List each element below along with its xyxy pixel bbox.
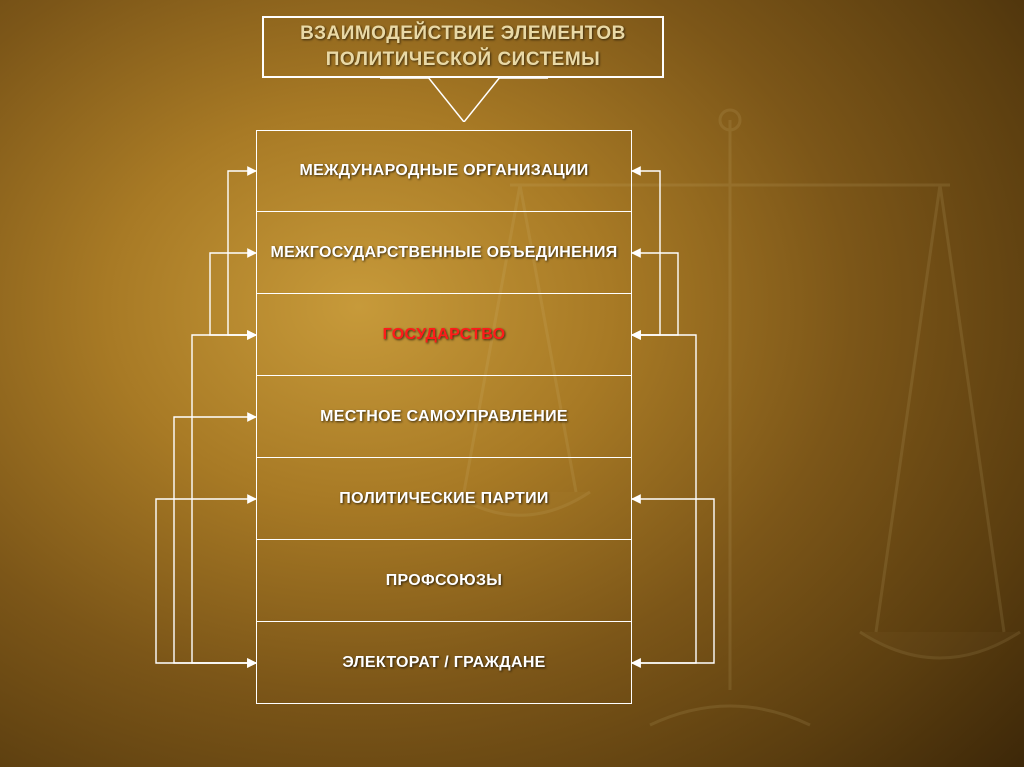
chevron-down-icon (380, 78, 548, 122)
elements-stack: МЕЖДУНАРОДНЫЕ ОРГАНИЗАЦИИМЕЖГОСУДАРСТВЕН… (256, 130, 632, 704)
stack-row-5: ПРОФСОЮЗЫ (256, 540, 632, 622)
stack-row-2: ГОСУДАРСТВО (256, 294, 632, 376)
stack-row-4: ПОЛИТИЧЕСКИЕ ПАРТИИ (256, 458, 632, 540)
stack-row-0: МЕЖДУНАРОДНЫЕ ОРГАНИЗАЦИИ (256, 130, 632, 212)
stack-row-1: МЕЖГОСУДАРСТВЕННЫЕ ОБЪЕДИНЕНИЯ (256, 212, 632, 294)
diagram-title: ВЗАИМОДЕЙСТВИЕ ЭЛЕМЕНТОВ ПОЛИТИЧЕСКОЙ СИ… (262, 16, 664, 78)
stack-row-3: МЕСТНОЕ САМОУПРАВЛЕНИЕ (256, 376, 632, 458)
stack-row-6: ЭЛЕКТОРАТ / ГРАЖДАНЕ (256, 622, 632, 704)
